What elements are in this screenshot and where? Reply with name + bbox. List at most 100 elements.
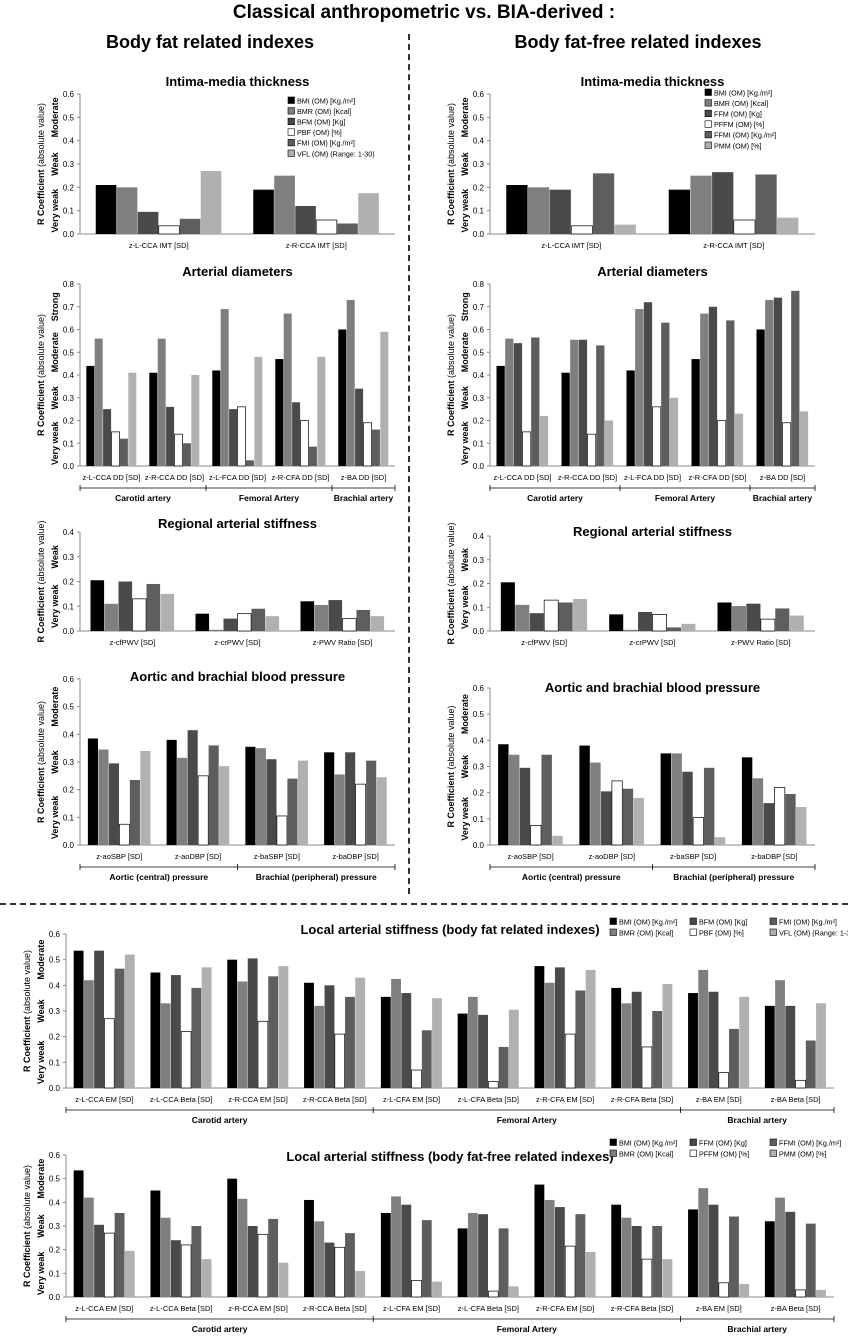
bar	[421, 1030, 432, 1088]
bar	[160, 1217, 171, 1297]
bar	[805, 1223, 816, 1297]
bar	[726, 320, 735, 466]
category-label: z-L-CCA Beta [SD]	[150, 1095, 213, 1104]
legend-label: FMI (OM) [Kg./m²]	[297, 139, 355, 148]
bar	[688, 1209, 698, 1297]
strength-label: Weak	[460, 754, 470, 778]
y-tick-label: 0.4	[63, 730, 75, 739]
legend-label: FMI (OM) [Kg./m²]	[779, 917, 837, 926]
category-label: z-BA Beta [SD]	[771, 1304, 821, 1313]
category-label: z-L-FCA DD [SD]	[209, 473, 266, 482]
bar	[623, 629, 638, 631]
bar	[534, 966, 545, 1088]
strength-label: Weak	[50, 749, 60, 773]
bar	[276, 815, 288, 846]
ff-regional-chart: Regional arterial stiffness 0.0 0.1 0.2 0.3 0…	[446, 522, 815, 647]
bar	[182, 443, 191, 466]
bar	[552, 835, 563, 845]
legend-swatch	[769, 928, 777, 936]
figure-title: Classical anthropometric vs. BIA-derived…	[232, 2, 616, 23]
y-tick-label: 0.2	[63, 786, 75, 795]
bar	[796, 807, 807, 845]
bar	[295, 206, 316, 234]
bar	[114, 968, 125, 1088]
bar	[585, 1252, 596, 1297]
category-label: z-baDBP [SD]	[332, 852, 379, 861]
category-label: z-R-CCA DD [SD]	[145, 473, 204, 482]
strength-label: Moderate	[460, 694, 470, 734]
bar	[304, 982, 314, 1088]
y-axis-label: R Coefficient (absolute value)	[446, 103, 456, 225]
strength-label: Strong	[50, 292, 60, 321]
category-label: z-L-CCA DD [SD]	[83, 473, 141, 482]
bar	[337, 223, 358, 234]
bar	[816, 1289, 826, 1297]
bar	[529, 613, 544, 631]
legend-swatch	[689, 1149, 697, 1157]
legend-swatch	[704, 141, 712, 149]
bar	[611, 987, 622, 1088]
bar	[170, 1240, 181, 1297]
y-tick-label: 0.2	[473, 789, 485, 798]
bar	[669, 397, 679, 466]
y-tick-label: 0.5	[473, 710, 485, 719]
bar	[752, 778, 764, 845]
y-tick-label: 0.5	[63, 348, 75, 357]
bar	[432, 1281, 442, 1297]
bar	[227, 1178, 238, 1297]
y-tick-label: 0.0	[63, 627, 75, 636]
legend-swatch	[704, 109, 712, 118]
strength-label: Very weak	[460, 188, 470, 233]
bar	[544, 1199, 555, 1297]
bar	[467, 1212, 478, 1297]
bar	[274, 175, 295, 234]
y-tick-label: 0.4	[473, 532, 485, 541]
bar	[338, 329, 347, 466]
bar	[201, 1259, 212, 1297]
bar	[150, 972, 161, 1088]
bar	[764, 1221, 775, 1297]
bar	[652, 614, 667, 632]
bar	[257, 1020, 269, 1089]
chart-title: Regional arterial stiffness	[158, 516, 317, 531]
y-tick-label: 0.1	[473, 439, 485, 448]
bar	[118, 581, 133, 631]
bar	[432, 998, 442, 1088]
chart-title: Aortic and brachial blood pressure	[545, 680, 760, 695]
bar	[717, 602, 732, 631]
strength-label: Weak	[460, 151, 470, 175]
legend-label: BMI (OM) [Kg./m²]	[619, 917, 677, 926]
bar	[128, 372, 137, 466]
bar	[370, 616, 385, 631]
bar	[554, 967, 565, 1088]
bar	[717, 420, 727, 467]
group-label: Femoral Artery	[655, 493, 715, 503]
bar	[292, 402, 301, 466]
group-label: Brachial artery	[753, 493, 813, 503]
legend: BMI (OM) [Kg./m²] BMR (OM) [Kcal] FFM (OM)…	[704, 88, 776, 150]
category-label: z-L-CFA EM [SD]	[383, 1095, 440, 1104]
bar	[200, 171, 222, 234]
bar	[508, 754, 520, 845]
bar	[513, 343, 523, 466]
y-tick-label: 0.0	[49, 1293, 61, 1302]
legend-label: BMR (OM) [Kcal]	[297, 107, 351, 116]
category-label: z-L-CFA Beta [SD]	[458, 1304, 519, 1313]
bar	[300, 420, 309, 467]
y-tick-label: 0.3	[63, 394, 75, 403]
bar	[530, 825, 542, 846]
bar	[498, 1046, 509, 1088]
legend-swatch	[769, 1149, 777, 1157]
bar	[561, 372, 570, 466]
legend-swatch	[689, 917, 697, 925]
bar	[346, 299, 355, 466]
bar	[558, 602, 573, 631]
bar	[611, 1204, 622, 1297]
bar	[137, 211, 159, 234]
y-tick-label: 0.4	[49, 1198, 61, 1207]
ff-imt-chart: Intima-media thickness 0.0 0.1 0.2 0.3 0.4 0.5…	[446, 74, 815, 250]
y-tick-label: 0.4	[63, 137, 75, 146]
bar	[191, 1226, 202, 1297]
bar	[573, 598, 588, 631]
y-tick-label: 0.3	[63, 553, 75, 562]
